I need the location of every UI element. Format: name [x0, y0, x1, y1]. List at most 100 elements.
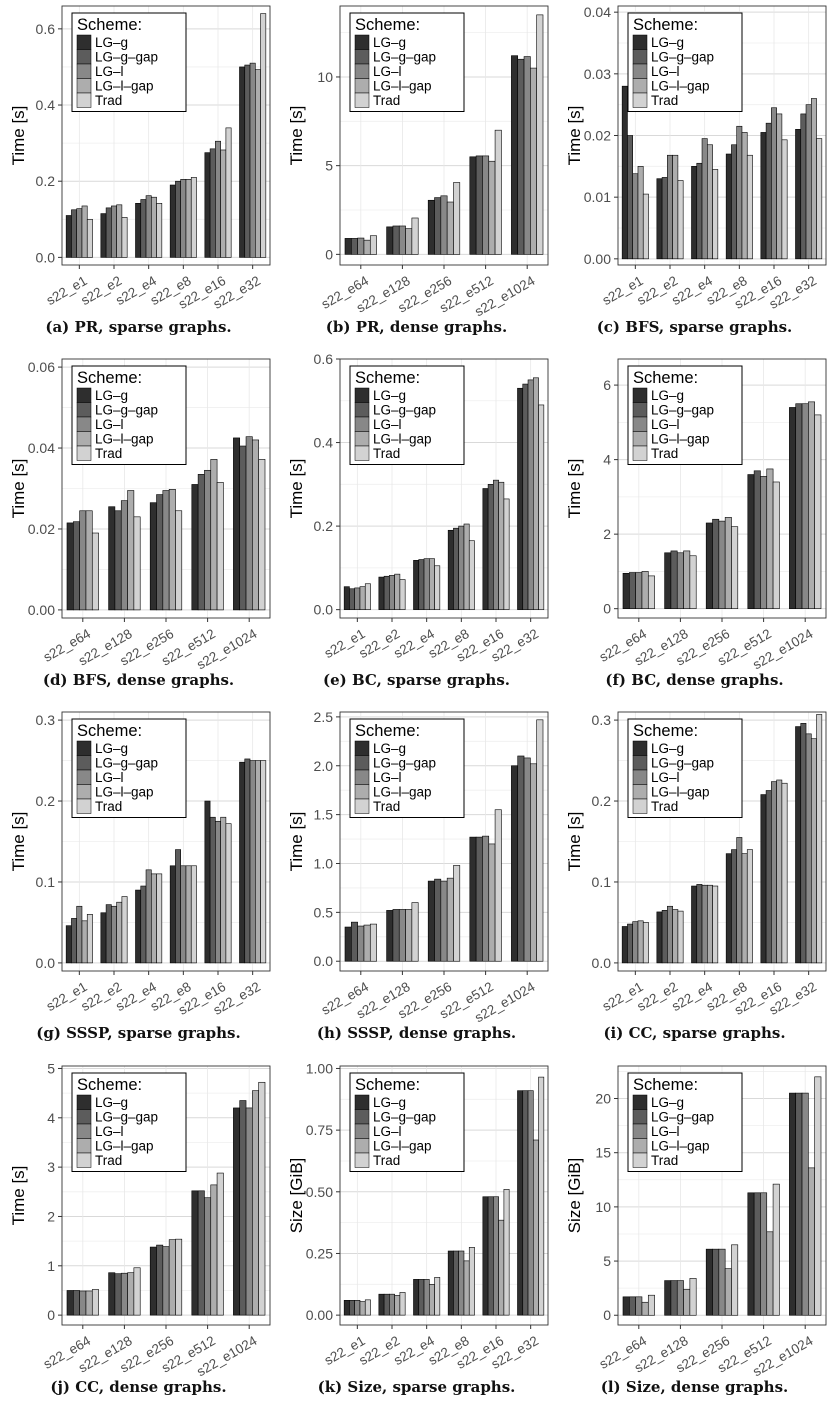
bar-s22_e1-s2	[76, 905, 83, 964]
legend-label: LG–g	[95, 741, 128, 756]
bar-s22_e1-s4	[642, 193, 649, 260]
bar-s22_e1-s0	[65, 925, 72, 964]
bar-s22_e1-s1	[71, 918, 78, 964]
y-tick-label: 1	[47, 1258, 55, 1274]
legend-key	[76, 1109, 92, 1125]
bar-s22_e4-s4	[434, 1277, 441, 1316]
figure-caption: (j) CC, dense graphs.	[0, 1378, 277, 1396]
bar-s22_e32-s1	[522, 1090, 529, 1316]
bar-s22_e256-s1	[156, 494, 164, 611]
bar-s22_e256-s3	[446, 877, 454, 962]
bar-s22_e64-s2	[79, 1290, 87, 1316]
bar-s22_e16-s2	[771, 781, 777, 964]
chart-panel-i: 0.0 0.1 0.2 0.3 Time [s] s22_e1 s22_e2 s22_e4 s2…	[556, 706, 833, 1059]
legend-key	[354, 92, 370, 108]
bar-s22_e512-s4	[216, 482, 224, 611]
bar-s22_e1024-s1	[239, 1100, 247, 1316]
bar-s22_e8-s4	[746, 849, 753, 964]
bar-s22_e4-s1	[140, 885, 147, 964]
bar-s22_e8-s3	[741, 853, 748, 964]
legend-key	[76, 49, 92, 65]
y-tick-label: 1.0	[314, 855, 334, 871]
y-tick-label: 10	[317, 69, 333, 85]
y-tick-label: 2	[603, 526, 611, 542]
bar-s22_e1-s3	[637, 166, 644, 260]
bar-s22_e16-s4	[781, 139, 788, 260]
caption-label: (a)	[45, 318, 75, 336]
bar-s22_e64-s0	[622, 1296, 630, 1316]
bar-s22_e32-s4	[260, 760, 267, 964]
bar-s22_e16-s0	[482, 1196, 489, 1316]
y-tick-label: 3	[47, 1159, 55, 1175]
y-tick-label: 0.6	[36, 21, 56, 37]
bar-s22_e512-s1	[753, 1192, 761, 1316]
bar-s22_e4-s1	[140, 199, 147, 258]
legend-key	[632, 769, 648, 785]
legend-title: Scheme:	[633, 369, 698, 387]
chart-panel-f: 0 2 4 6 Time [s] s22_e64 s22_e128 s22_e256 s22_e…	[556, 353, 833, 706]
bar-s22_e8-s3	[463, 1260, 470, 1316]
bar-s22_e2-s2	[389, 575, 395, 610]
bar-s22_e256-s3	[724, 1268, 732, 1316]
bar-s22_e64-s0	[344, 238, 352, 255]
bar-s22_e128-s1	[392, 225, 400, 255]
bar-s22_e2-s2	[389, 1293, 395, 1316]
bar-s22_e16-s0	[760, 794, 767, 964]
bar-s22_e4-s0	[135, 203, 142, 258]
bar-s22_e1024-s2	[801, 1092, 809, 1316]
y-tick-label: 0.01	[584, 189, 611, 205]
legend-label: LG–g–gap	[651, 756, 714, 771]
legend-key	[632, 92, 648, 108]
y-tick-label: 15	[595, 1145, 611, 1161]
legend-key	[632, 784, 648, 800]
legend-label: LG–l–gap	[651, 79, 710, 94]
bar-s22_e64-s4	[369, 235, 377, 255]
bar-s22_e128-s0	[664, 552, 672, 609]
figure-caption: (g) SSSP, sparse graphs.	[0, 1024, 277, 1042]
legend-label: LG–l–gap	[373, 785, 432, 800]
bar-s22_e256-s2	[718, 520, 726, 609]
bar-s22_e512-s2	[760, 1192, 768, 1316]
bar-s22_e8-s0	[725, 853, 732, 964]
bar-s22_e8-s4	[746, 154, 753, 260]
bar-s22_e1-s2	[632, 173, 639, 260]
bar-s22_e128-s2	[676, 552, 684, 609]
bar-s22_e64-s1	[73, 521, 80, 611]
bar-s22_e256-s1	[156, 1244, 164, 1316]
y-tick-label: 0.2	[314, 518, 334, 534]
legend-title: Scheme:	[355, 369, 420, 387]
bar-s22_e2-s2	[667, 905, 673, 964]
bar-s22_e512-s4	[494, 129, 502, 255]
bar-s22_e1024-s3	[530, 763, 537, 962]
legend-label: LG–l–gap	[651, 785, 710, 800]
bar-s22_e4-s2	[423, 1279, 430, 1316]
y-tick-label: 5	[47, 1060, 55, 1076]
bar-s22_e16-s0	[204, 800, 211, 964]
bar-s22_e1024-s0	[511, 765, 519, 962]
legend-label: LG–g	[373, 388, 406, 403]
bar-s22_e1-s4	[364, 583, 371, 610]
legend-label: Trad	[373, 446, 400, 461]
bar-s22_e128-s4	[133, 1267, 141, 1316]
caption-text: Size, dense graphs.	[625, 1378, 789, 1396]
bar-s22_e1-s4	[364, 1299, 371, 1316]
bar-s22_e1-s2	[354, 1300, 361, 1316]
bar-s22_e32-s4	[260, 13, 267, 258]
legend-key	[76, 755, 92, 771]
bar-s22_e16-s4	[225, 823, 232, 964]
bar-s22_e16-s0	[204, 152, 211, 258]
bar-s22_e256-s0	[705, 522, 713, 609]
bar-s22_e256-s0	[427, 880, 435, 962]
bar-s22_e64-s0	[66, 1290, 74, 1316]
legend-label: LG–l	[95, 1124, 124, 1139]
legend-key	[632, 1152, 648, 1168]
caption-text: BFS, sparse graphs.	[625, 318, 793, 336]
bar-s22_e32-s0	[239, 66, 246, 258]
legend-label: LG–l	[651, 417, 680, 432]
figure-caption: (l) Size, dense graphs.	[556, 1378, 833, 1396]
legend-label: LG–g	[651, 35, 684, 50]
